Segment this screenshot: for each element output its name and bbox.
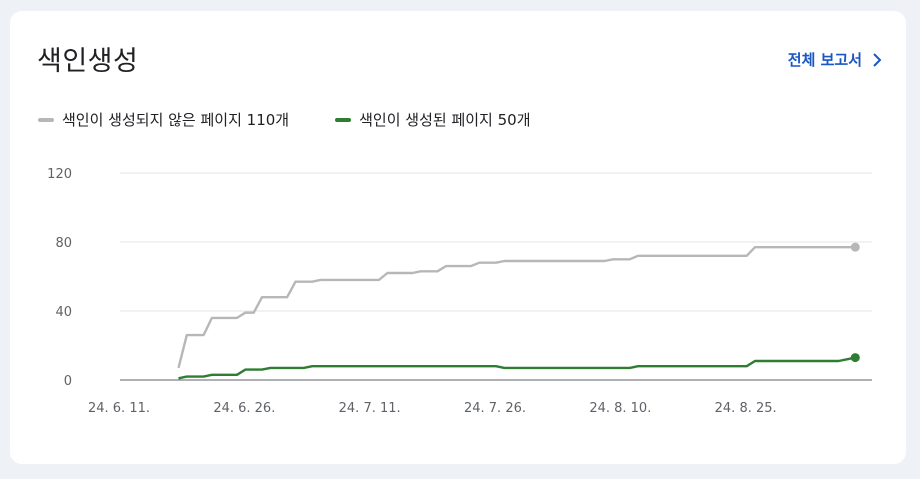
legend-swatch-not-indexed <box>38 117 54 122</box>
full-report-link[interactable]: 전체 보고서 <box>788 49 882 70</box>
y-tick-label: 0 <box>64 374 72 389</box>
legend-item-indexed[interactable]: 색인이 생성된 페이지 50개 <box>335 109 531 130</box>
y-tick-label: 40 <box>55 305 72 320</box>
chart-legend: 색인이 생성되지 않은 페이지 110개 색인이 생성된 페이지 50개 <box>38 109 577 130</box>
legend-item-not-indexed[interactable]: 색인이 생성되지 않은 페이지 110개 <box>38 109 289 130</box>
legend-swatch-indexed <box>335 117 352 122</box>
indexing-card: 색인생성 전체 보고서 색인이 생성되지 않은 페이지 110개 색인이 생성된… <box>10 11 906 464</box>
y-tick-label: 80 <box>55 236 72 251</box>
indexing-line-chart: 0 40 80 120 24. 6. 11. 24. 6. 26. 24. 7. 11. 24… <box>47 167 872 416</box>
series-endpoint-not-indexed[interactable] <box>850 242 860 252</box>
series-endpoint-indexed[interactable] <box>850 353 860 363</box>
x-tick-label: 24. 7. 11. <box>339 401 401 416</box>
y-tick-label: 120 <box>47 167 72 182</box>
x-tick-label: 24. 6. 26. <box>213 401 275 416</box>
x-tick-label: 24. 6. 11. <box>88 401 150 416</box>
series-line-indexed <box>178 356 856 380</box>
legend-label-not-indexed: 색인이 생성되지 않은 페이지 110개 <box>62 111 290 129</box>
x-tick-label: 24. 8. 25. <box>715 401 777 416</box>
series-line-not-indexed <box>177 245 856 369</box>
x-tick-label: 24. 8. 10. <box>589 401 651 416</box>
chevron-right-icon <box>872 52 882 68</box>
card-title: 색인생성 <box>37 46 139 77</box>
x-tick-label: 24. 7. 26. <box>464 401 526 416</box>
legend-label-indexed: 색인이 생성된 페이지 50개 <box>359 111 531 129</box>
full-report-label: 전체 보고서 <box>787 51 862 69</box>
